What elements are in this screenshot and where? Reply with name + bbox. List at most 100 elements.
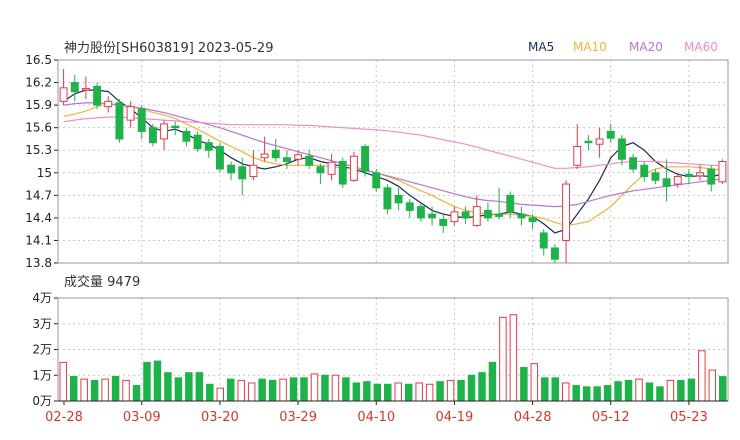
volume-bar <box>446 379 455 402</box>
candle-body <box>550 247 559 260</box>
volume-bar <box>143 361 151 402</box>
candle-body <box>450 211 459 223</box>
volume-tick-label: 1万 <box>32 368 52 382</box>
candle-body <box>148 127 157 144</box>
candle-body <box>59 87 68 102</box>
volume-bar <box>342 377 350 402</box>
candle-body <box>506 194 515 213</box>
candle-body <box>115 102 124 140</box>
volume-bar <box>153 360 162 402</box>
volume-bar <box>258 378 266 402</box>
volume-tick-label: 4万 <box>32 291 52 305</box>
x-tick-label: 04-10 <box>357 410 395 425</box>
price-grid <box>58 60 729 263</box>
volume-bar <box>666 379 675 402</box>
volume-tick-label: 0万 <box>32 394 52 408</box>
candle-body <box>171 125 180 129</box>
volume-bar <box>656 386 664 402</box>
price-frame <box>57 59 729 264</box>
volume-bar <box>624 379 633 402</box>
candle-body <box>305 155 314 166</box>
volume-bar <box>363 381 371 402</box>
x-tick-label: 05-12 <box>592 410 630 425</box>
candle-body <box>416 206 425 219</box>
volume-bar <box>415 382 423 402</box>
volume-tick-label: 2万 <box>32 343 52 357</box>
volume-bar <box>719 376 727 402</box>
candle-body <box>160 123 169 140</box>
price-tick-label: 16.5 <box>25 53 52 67</box>
volume-bar <box>488 361 497 402</box>
volume-bar <box>206 383 214 402</box>
x-tick-label: 03-20 <box>201 410 239 425</box>
candle-body <box>338 161 347 185</box>
candle-body <box>193 134 202 150</box>
moving-average-lines <box>63 89 723 234</box>
candle-body <box>215 145 224 170</box>
volume-bar <box>436 381 444 402</box>
x-tick-label: 03-29 <box>279 410 317 425</box>
candle-body <box>517 213 526 219</box>
ma-line-ma60 <box>63 116 723 169</box>
volume-bar <box>122 379 130 402</box>
volume-bar <box>520 367 528 402</box>
candle-body <box>126 106 135 121</box>
price-tick-label: 14.4 <box>25 211 52 225</box>
candle-body <box>70 82 79 93</box>
candle-body <box>204 142 213 151</box>
price-tick-label: 15.9 <box>25 98 52 112</box>
candle-body <box>539 232 548 249</box>
legend-ma60: MA60 <box>684 40 718 54</box>
price-tick-label: 16.2 <box>25 76 52 90</box>
x-tick-label: 04-19 <box>436 410 474 425</box>
volume-bar <box>174 377 183 402</box>
candle-body <box>461 211 470 219</box>
legend-ma20: MA20 <box>629 40 663 54</box>
volume-bar <box>572 385 580 402</box>
candle-body <box>673 176 682 185</box>
volume-title: 成交量 9479 <box>64 274 140 290</box>
candle-body <box>372 172 381 189</box>
volume-bar <box>698 350 706 402</box>
volume-bar <box>551 377 560 402</box>
volume-bar <box>582 386 591 402</box>
candle-body <box>227 164 236 174</box>
volume-bar <box>645 382 654 402</box>
candle-body <box>93 85 102 106</box>
volume-bar <box>101 378 109 402</box>
volume-bar <box>603 385 612 402</box>
candle-body <box>249 164 258 178</box>
volume-bar <box>457 379 465 402</box>
candle-body <box>584 140 593 144</box>
volume-bar <box>289 377 298 402</box>
candle-body <box>528 217 537 223</box>
candle-body <box>182 130 191 142</box>
candle-body <box>640 164 649 178</box>
volume-bar <box>499 316 507 402</box>
volume-bar <box>593 386 601 402</box>
candle-body <box>260 153 269 159</box>
volume-bar <box>279 378 287 402</box>
volume-bar <box>677 379 685 402</box>
x-tick-label: 02-28 <box>45 410 83 425</box>
volume-bar <box>530 363 539 402</box>
candle-body <box>294 154 303 160</box>
volume-bar <box>373 383 382 402</box>
volume-bar <box>69 376 78 402</box>
x-tick-label: 03-09 <box>123 410 161 425</box>
price-tick-label: 15.6 <box>25 121 52 135</box>
price-tick-label: 15 <box>37 166 52 180</box>
volume-bar <box>404 383 413 402</box>
candle-body <box>327 161 336 175</box>
price-tick-label: 15.3 <box>25 143 52 157</box>
candle-body <box>651 172 660 181</box>
candle-body <box>439 218 448 226</box>
candlesticks <box>59 69 727 263</box>
candle-body <box>383 187 392 210</box>
price-tick-label: 14.1 <box>25 233 52 247</box>
candle-body <box>662 178 671 187</box>
candle-body <box>606 130 615 139</box>
ma-line-ma5 <box>63 89 723 234</box>
candle-body <box>81 88 90 91</box>
